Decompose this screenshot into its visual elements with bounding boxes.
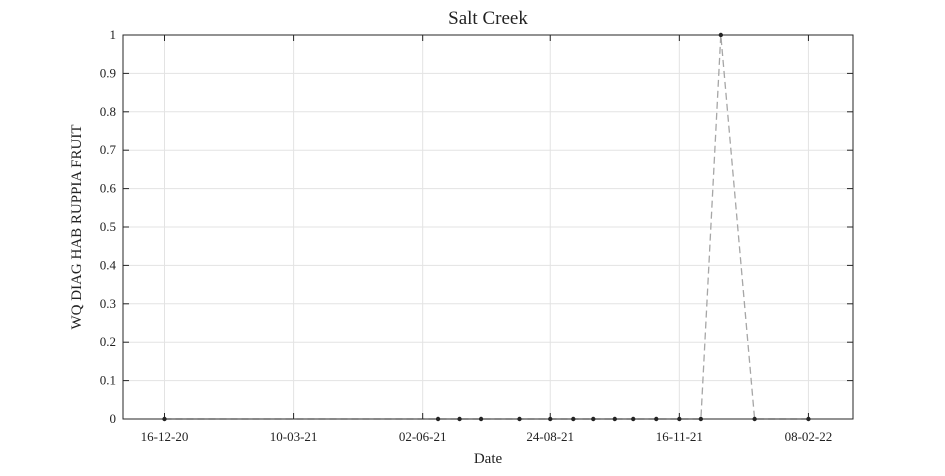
x-tick-label: 16-12-20 <box>141 429 189 444</box>
y-tick-label: 1 <box>110 27 117 42</box>
y-axis-title: WQ DIAG HAB RUPPIA FRUIT <box>69 124 85 329</box>
grid <box>123 34 853 420</box>
x-tick-label: 02-06-21 <box>399 429 447 444</box>
y-tick-label: 0.1 <box>100 373 116 388</box>
y-tick-label: 0.9 <box>100 65 116 80</box>
y-tick-label: 0.3 <box>100 296 116 311</box>
y-tick-label: 0.8 <box>100 104 116 119</box>
x-tick-label: 24-08-21 <box>526 429 574 444</box>
x-tick-label: 10-03-21 <box>270 429 318 444</box>
x-tick-label: 08-02-22 <box>785 429 833 444</box>
x-tick-label: 16-11-21 <box>656 429 703 444</box>
y-tick-label: 0 <box>110 411 117 426</box>
axis-ticks: 0 0.1 0.2 0.3 0.4 0.5 0.6 0.7 0.8 0.9 1 16-12-20 10-… <box>100 27 853 444</box>
series-line <box>164 34 809 420</box>
y-tick-label: 0.2 <box>100 334 116 349</box>
chart-title: Salt Creek <box>448 8 528 29</box>
y-tick-label: 0.5 <box>100 219 116 234</box>
y-tick-label: 0.6 <box>100 181 117 196</box>
x-axis-title: Date <box>474 451 503 467</box>
y-tick-label: 0.7 <box>100 142 117 157</box>
y-tick-label: 0.4 <box>100 257 117 272</box>
